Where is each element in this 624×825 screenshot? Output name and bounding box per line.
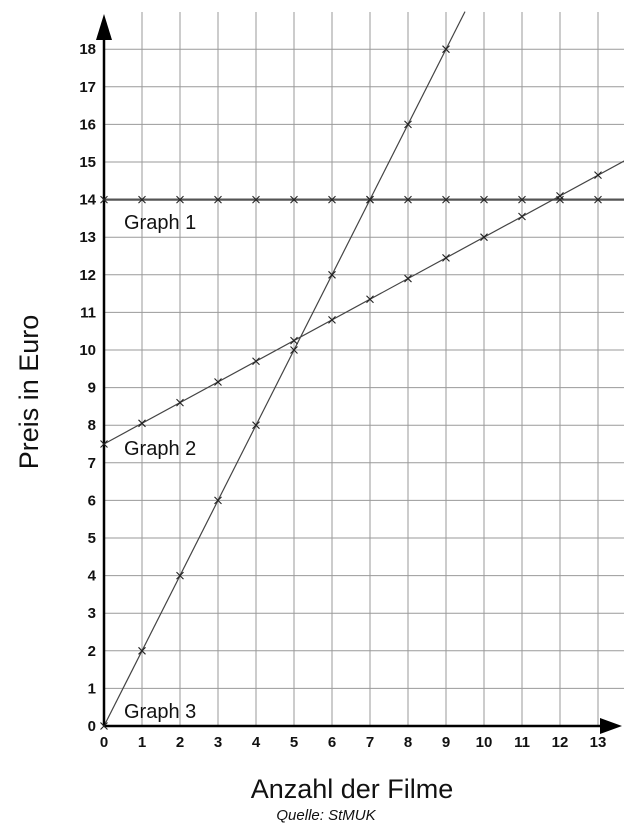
- x-tick-label: 0: [100, 734, 108, 751]
- data-point-graph-2: [518, 212, 526, 221]
- data-point-graph-2: [176, 398, 184, 407]
- source-note: Quelle: StMUK: [276, 807, 376, 824]
- x-tick-label: 2: [176, 734, 184, 751]
- data-point-graph-3: [290, 346, 298, 354]
- data-point-graph-2: [404, 274, 412, 283]
- data-point-graph-3: [138, 646, 146, 655]
- y-tick-label: 10: [79, 342, 96, 359]
- data-point-graph-1: [214, 195, 222, 204]
- x-tick-label: 9: [442, 734, 450, 751]
- data-point-graph-3: [404, 120, 412, 129]
- data-point-graph-1: [480, 195, 488, 204]
- x-tick-label: 5: [290, 734, 298, 751]
- y-tick-label: 4: [88, 568, 97, 585]
- data-point-graph-3: [366, 195, 374, 204]
- data-point-graph-2: [594, 171, 602, 180]
- data-point-graph-2: [556, 191, 564, 200]
- y-tick-label: 8: [88, 417, 96, 434]
- x-tick-label: 7: [366, 734, 374, 751]
- y-tick-label: 17: [79, 79, 96, 96]
- x-tick-label: 3: [214, 734, 222, 751]
- y-tick-label: 7: [88, 455, 96, 472]
- x-tick-label: 4: [252, 734, 261, 751]
- x-tick-label: 6: [328, 734, 336, 751]
- data-point-graph-3: [442, 45, 450, 54]
- data-point-graph-2: [214, 378, 222, 386]
- x-tick-label: 8: [404, 734, 412, 751]
- data-point-graph-2: [100, 440, 108, 448]
- x-tick-label: 12: [552, 734, 569, 751]
- y-tick-label: 9: [88, 380, 96, 397]
- data-point-graph-1: [138, 195, 146, 204]
- y-axis-arrow-icon: [96, 14, 112, 40]
- data-point-graph-1: [518, 195, 526, 204]
- series-line-graph-3: [103, 11, 466, 727]
- series-lines: [103, 11, 624, 727]
- x-tick-label: 10: [476, 734, 493, 751]
- y-axis-label: Preis in Euro: [14, 315, 44, 470]
- series-label-graph-1: Graph 1: [124, 212, 196, 234]
- y-tick-label: 2: [88, 643, 96, 660]
- data-point-markers: [100, 45, 602, 730]
- y-tick-label: 3: [88, 605, 96, 622]
- y-tick-label: 11: [80, 304, 96, 321]
- data-point-graph-1: [252, 195, 260, 204]
- series-line-graph-2: [103, 160, 624, 445]
- y-tick-label: 15: [79, 154, 96, 171]
- x-axis-arrow-icon: [600, 718, 622, 734]
- x-tick-labels: 0 1 2 3 4 5 6 7 8 9 10 11 12 13: [100, 734, 607, 751]
- data-point-graph-1: [404, 195, 412, 204]
- data-point-graph-1: [556, 195, 564, 204]
- data-point-graph-3: [100, 722, 108, 730]
- y-tick-label: 18: [79, 41, 96, 58]
- y-tick-label: 5: [88, 530, 96, 547]
- data-point-graph-2: [252, 357, 260, 366]
- series-label-graph-2: Graph 2: [124, 438, 196, 460]
- x-axis-label: Anzahl der Filme: [251, 774, 454, 804]
- y-tick-label: 14: [79, 192, 96, 209]
- data-point-graph-1: [442, 195, 450, 204]
- y-tick-label: 13: [79, 229, 96, 246]
- y-tick-label: 16: [79, 116, 96, 133]
- y-tick-label: 1: [88, 680, 96, 697]
- data-point-graph-1: [100, 195, 108, 204]
- data-point-graph-1: [290, 195, 298, 204]
- data-point-graph-3: [252, 421, 260, 430]
- y-tick-label: 12: [79, 267, 96, 284]
- axes: [96, 14, 622, 734]
- data-point-graph-1: [176, 195, 184, 204]
- data-point-graph-1: [328, 195, 336, 204]
- data-point-graph-3: [176, 571, 184, 580]
- data-point-graph-3: [328, 270, 336, 279]
- data-point-graph-3: [214, 496, 222, 505]
- series-label-graph-3: Graph 3: [124, 701, 196, 723]
- x-tick-label: 11: [514, 734, 530, 751]
- x-tick-label: 1: [138, 734, 146, 751]
- data-point-graph-2: [442, 253, 450, 262]
- data-point-graph-2: [366, 295, 374, 304]
- y-tick-label: 6: [88, 492, 96, 509]
- data-point-graph-1: [594, 195, 602, 204]
- x-tick-label: 13: [590, 734, 607, 751]
- grid-lines: [104, 12, 624, 726]
- data-point-graph-2: [328, 316, 336, 324]
- data-point-graph-2: [290, 336, 298, 345]
- data-point-graph-2: [138, 419, 146, 428]
- y-tick-label: 0: [88, 718, 96, 735]
- data-point-graph-2: [480, 233, 488, 242]
